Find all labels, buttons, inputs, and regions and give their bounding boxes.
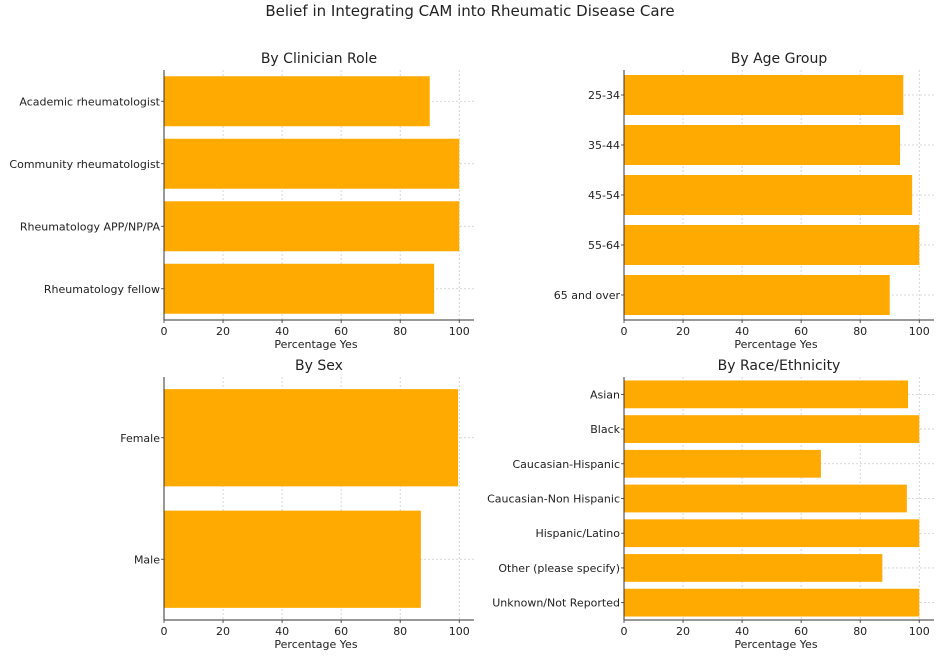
bar <box>624 588 920 617</box>
y-tick-label: Other (please specify) <box>498 562 620 575</box>
subplot-title: By Race/Ethnicity <box>718 358 841 374</box>
bar <box>164 138 460 189</box>
bar <box>624 380 909 409</box>
y-tick-label: 45-54 <box>588 189 620 202</box>
x-axis-label: Percentage Yes <box>274 338 357 351</box>
y-tick-label: Unknown/Not Reported <box>492 597 620 610</box>
bar <box>624 275 890 315</box>
y-tick-label: Caucasian-Non Hispanic <box>487 493 620 506</box>
bar <box>164 389 459 487</box>
subplot-title: By Clinician Role <box>261 51 377 67</box>
figure-title: Belief in Integrating CAM into Rheumatic… <box>265 2 674 20</box>
x-tick-label: 0 <box>621 325 628 338</box>
x-tick-label: 100 <box>909 325 930 338</box>
y-tick-label: Hispanic/Latino <box>535 527 620 540</box>
x-tick-label: 40 <box>275 625 289 638</box>
x-axis-label: Percentage Yes <box>274 638 357 651</box>
subplot-2: Female Male 0 20 40 60 80 100 Percentage Yes By S… <box>120 358 474 651</box>
x-tick-label: 100 <box>909 625 930 638</box>
subplot-1: 25-34 35-44 45-54 55-64 65 and over 0 20 40 60 80… <box>554 51 934 351</box>
x-tick-label: 20 <box>676 625 690 638</box>
bar <box>624 225 920 265</box>
bar <box>164 263 435 314</box>
x-tick-label: 60 <box>794 625 808 638</box>
x-tick-label: 20 <box>216 625 230 638</box>
y-tick-label: Academic rheumatologist <box>19 95 160 108</box>
x-tick-label: 40 <box>275 325 289 338</box>
x-axis-label: Percentage Yes <box>734 338 817 351</box>
y-tick-label: Black <box>590 423 620 436</box>
x-axis-label: Percentage Yes <box>734 638 817 651</box>
y-tick-label: Community rheumatologist <box>9 158 160 171</box>
bar <box>624 415 920 443</box>
subplot-3: Asian Black Caucasian-Hispanic Caucasian-No… <box>487 358 934 651</box>
bar <box>164 510 421 608</box>
subplot-0: Academic rheumatologist Community rheumat… <box>9 51 474 351</box>
x-tick-label: 20 <box>216 325 230 338</box>
bar <box>624 484 907 513</box>
subplot-title: By Age Group <box>731 51 828 67</box>
x-tick-label: 80 <box>393 625 407 638</box>
y-tick-label: Rheumatology fellow <box>44 283 160 296</box>
x-tick-label: 100 <box>449 325 470 338</box>
bar <box>624 175 913 215</box>
x-tick-label: 60 <box>334 625 348 638</box>
bar <box>624 449 821 478</box>
x-tick-label: 60 <box>794 325 808 338</box>
y-tick-label: 55-64 <box>588 239 620 252</box>
y-tick-label: Male <box>134 553 160 566</box>
y-tick-label: 65 and over <box>554 289 621 302</box>
x-tick-label: 0 <box>161 625 168 638</box>
bar <box>164 76 430 127</box>
x-tick-label: 20 <box>676 325 690 338</box>
y-tick-label: 25-34 <box>588 89 620 102</box>
y-tick-label: Female <box>120 432 160 445</box>
x-tick-label: 40 <box>735 325 749 338</box>
bar <box>164 201 460 252</box>
bar <box>624 554 883 582</box>
x-tick-label: 80 <box>393 325 407 338</box>
x-tick-label: 80 <box>853 625 867 638</box>
bar <box>624 125 901 165</box>
y-tick-label: Asian <box>590 388 620 401</box>
x-tick-label: 0 <box>161 325 168 338</box>
y-tick-label: 35-44 <box>588 139 620 152</box>
bar <box>624 519 920 548</box>
bar <box>624 75 904 115</box>
x-tick-label: 80 <box>853 325 867 338</box>
y-tick-label: Rheumatology APP/NP/PA <box>20 220 161 233</box>
x-tick-label: 100 <box>449 625 470 638</box>
subplot-title: By Sex <box>295 358 343 374</box>
x-tick-label: 40 <box>735 625 749 638</box>
x-tick-label: 60 <box>334 325 348 338</box>
y-tick-label: Caucasian-Hispanic <box>512 458 620 471</box>
x-tick-label: 0 <box>621 625 628 638</box>
